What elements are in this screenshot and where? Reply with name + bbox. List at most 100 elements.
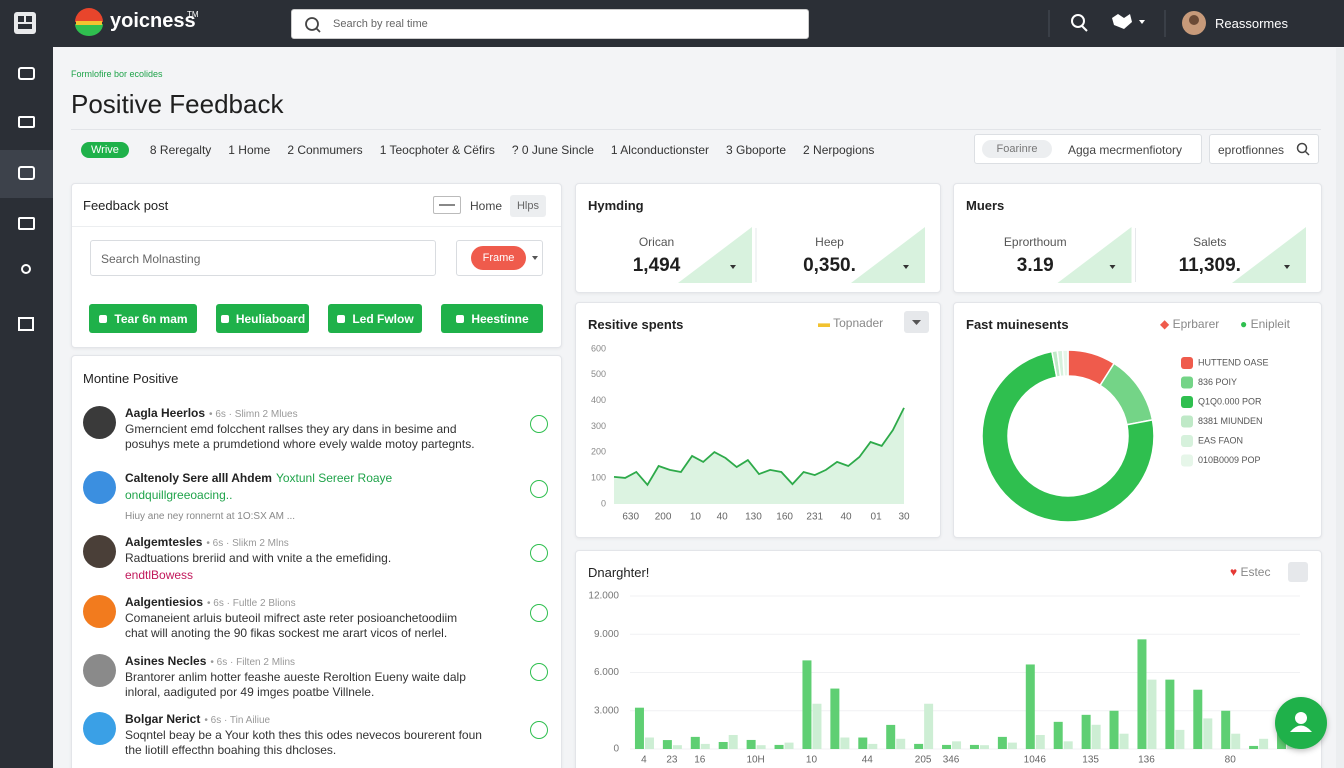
action-button[interactable]: Heuliaboard [216, 304, 309, 333]
icon-shape [456, 314, 465, 323]
toolbar-select[interactable]: Foarinre Agga mecrmenfiotory [974, 134, 1202, 164]
y-tick-label: 200 [591, 447, 606, 457]
frame-pill[interactable]: Frame [471, 246, 526, 270]
avatar[interactable] [83, 595, 116, 628]
stat-label: Eprorthoum [1003, 235, 1067, 249]
y-tick-label: 3.000 [594, 705, 619, 716]
tab[interactable]: 2 Nerpogions [803, 143, 875, 157]
search-icon[interactable] [1071, 14, 1085, 28]
placeholder: Search Molnasting [101, 252, 201, 266]
feed-item: Aalgentiesios • 6s · Fultle 2 Blions Coman… [125, 595, 525, 641]
search-icon [1296, 142, 1310, 156]
nav-icon[interactable] [21, 264, 31, 274]
user-name[interactable]: Reassormes [1215, 16, 1288, 31]
nav-icon[interactable] [18, 166, 35, 180]
x-tick-label: 160 [776, 512, 793, 523]
tab-active[interactable]: Wrive [81, 142, 129, 158]
legend-label: Q1Q0.000 POR [1198, 396, 1262, 406]
legend-swatch [1181, 357, 1193, 369]
avatar[interactable] [83, 654, 116, 687]
tab[interactable]: 1 Teocphoter & Cëfirs [379, 143, 495, 157]
control[interactable]: ● Enipleit [1240, 317, 1290, 331]
caret [730, 265, 736, 269]
tab[interactable]: ? 0 June Sincle [511, 143, 594, 157]
panel-title: Muers [966, 198, 1005, 213]
breadcrumb[interactable]: Formlofire bor ecolides [71, 69, 163, 79]
check[interactable] [530, 480, 548, 498]
logo [75, 8, 103, 22]
avatar[interactable] [83, 535, 116, 568]
x-tick-label: 630 [622, 512, 639, 523]
button-label: Heestinne [471, 311, 529, 326]
x-tick-label: 40 [717, 512, 729, 523]
button-icon [220, 314, 229, 323]
author: Aagla Heerlos [125, 406, 206, 420]
y-tick-label: 400 [591, 395, 606, 405]
dropdown[interactable] [904, 311, 929, 333]
check[interactable] [530, 544, 548, 562]
separator [72, 226, 561, 227]
check[interactable] [530, 604, 548, 622]
bar [718, 741, 728, 749]
tab[interactable]: 8 Reregalty [149, 143, 212, 157]
item-text: chat will anoting the 90 fikas sockest m… [125, 626, 448, 640]
action-button[interactable]: Led Fwlow [328, 304, 422, 333]
bar [914, 743, 924, 749]
control[interactable]: ◆ Eprbarer [1160, 317, 1220, 331]
meta: • 6s · Slimn 2 Mlues [209, 409, 298, 420]
tab[interactable]: 1 Home [228, 143, 271, 157]
check[interactable] [530, 721, 548, 739]
help-button[interactable]: Hlps [510, 195, 546, 217]
control[interactable]: ▬ Topnader [818, 316, 884, 330]
legend-label: 8381 MIUNDEN [1198, 416, 1263, 426]
bar [784, 742, 794, 749]
search-input[interactable]: Search Molnasting [90, 240, 436, 276]
settings[interactable] [1288, 562, 1308, 582]
sparkline [678, 227, 752, 283]
bar [662, 740, 672, 749]
toggle[interactable] [433, 196, 461, 214]
nav-icon[interactable] [18, 217, 35, 230]
sidebar-active [0, 150, 53, 198]
feed-item: Caltenoly Sere alll Ahdem Yoxtunl Sereer … [125, 471, 525, 524]
bar [1109, 710, 1119, 749]
action-button[interactable]: Heestinne [441, 304, 543, 333]
search-placeholder: Search by real time [333, 18, 428, 30]
action-button[interactable]: Tear 6n mam [89, 304, 197, 333]
fab[interactable] [1275, 697, 1327, 749]
avatar[interactable] [83, 406, 116, 439]
toolbar-search[interactable]: eprotfionnes [1209, 134, 1319, 164]
check[interactable] [530, 415, 548, 433]
x-tick-label: 205 [915, 755, 932, 766]
avatar[interactable] [83, 712, 116, 745]
control[interactable]: ♥ Estec [1230, 565, 1271, 579]
nav-icon[interactable] [18, 67, 35, 80]
feed-item: Asines Necles • 6s · Filten 2 Mlins Branto… [125, 654, 525, 700]
area [614, 407, 904, 504]
x-tick-label: 10H [746, 755, 764, 766]
logo [76, 21, 102, 25]
sparkline [851, 227, 925, 283]
tab[interactable]: 3 Gboporte [725, 143, 787, 157]
nav-icon[interactable] [18, 317, 34, 331]
check[interactable] [530, 663, 548, 681]
frame-select[interactable]: Frame [456, 240, 543, 276]
tab[interactable]: 1 Alconductionster [610, 143, 709, 157]
avatar[interactable] [83, 471, 116, 504]
bar [644, 737, 654, 749]
y-tick-label: 0 [601, 498, 606, 508]
chip[interactable]: Foarinre [982, 140, 1052, 158]
brand[interactable]: yoicness [110, 10, 196, 32]
home-link[interactable]: Home [470, 199, 503, 213]
stat-value: 11,309. [1178, 255, 1241, 276]
item-text: the liotill effecthn boahing this dhclos… [125, 743, 337, 757]
caret [532, 256, 538, 260]
bar [728, 734, 738, 749]
search-box[interactable]: Search by real time [291, 9, 809, 39]
scrollbar [1336, 48, 1344, 768]
handshake-icon[interactable] [1112, 14, 1132, 29]
x-tick-label: 40 [840, 512, 852, 523]
tab[interactable]: 2 Conmumers [287, 143, 363, 157]
nav-icon[interactable] [18, 116, 35, 128]
